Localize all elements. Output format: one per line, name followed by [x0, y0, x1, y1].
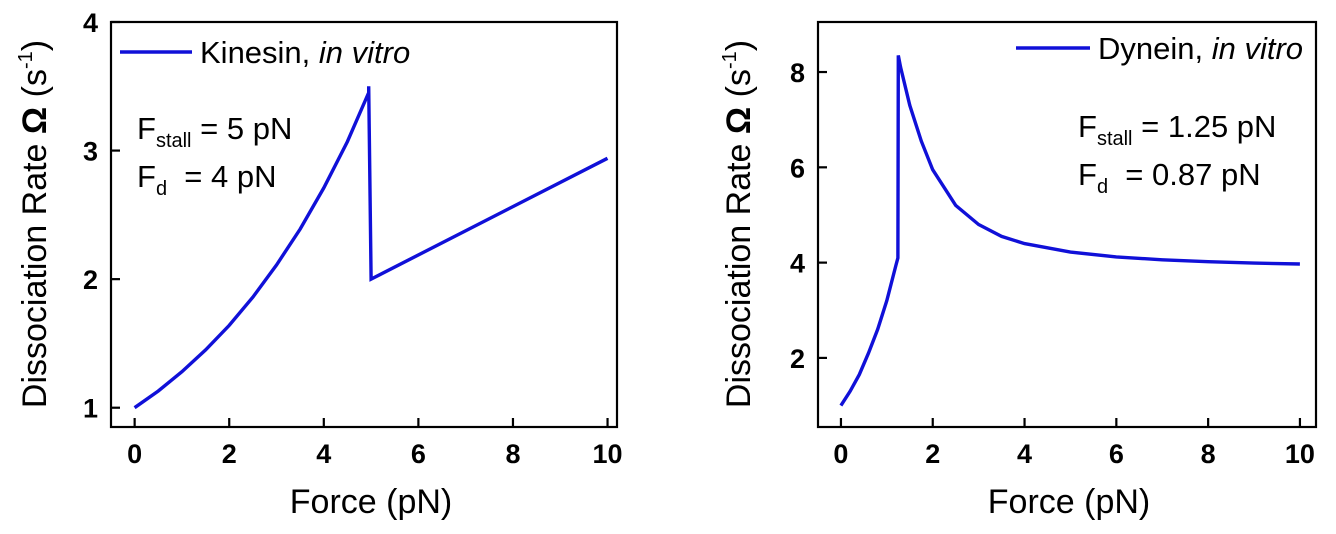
kinesin-plot-frame [109, 20, 619, 429]
kinesin-y-tick-label: 1 [83, 394, 98, 424]
kinesin-fstall-annotation: Fstall = 5 pN [137, 111, 292, 152]
dynein-y-tick-label: 2 [790, 344, 805, 374]
dynein-y-tick-label: 8 [790, 58, 805, 88]
dynein-x-tick-label: 4 [1017, 439, 1032, 469]
kinesin-y-tick-label: 3 [83, 137, 98, 167]
dynein-x-tick-label: 0 [833, 439, 848, 469]
dynein-legend-label: Dynein, in vitro [1098, 31, 1303, 66]
dynein-y-axis-label: Dissociation Rate Ω (s-1) [719, 40, 758, 408]
kinesin-y-tick-label: 4 [83, 8, 98, 38]
kinesin-y-tick-label: 2 [83, 265, 98, 295]
kinesin-x-tick-label: 4 [316, 439, 331, 469]
kinesin-fd-annotation: Fd = 4 pN [137, 159, 277, 200]
kinesin-series-line [133, 86, 609, 410]
dynein-plot-frame [816, 20, 1318, 429]
kinesin-x-tick-label: 2 [222, 439, 237, 469]
kinesin-x-tick-label: 6 [411, 439, 426, 469]
dynein-x-tick-label: 8 [1201, 439, 1216, 469]
kinesin-legend-label: Kinesin, in vitro [200, 35, 410, 70]
dynein-ticks: 0 2 4 6 8 10 2 4 6 8 [790, 58, 1315, 469]
dynein-fd-annotation: Fd = 0.87 pN [1078, 157, 1261, 198]
kinesin-x-axis-label: Force (pN) [290, 483, 452, 521]
kinesin-y-axis-label: Dissociation Rate Ω (s-1) [15, 40, 54, 408]
dynein-series-line [839, 55, 1300, 407]
dynein-x-tick-label: 10 [1285, 439, 1315, 469]
dynein-y-tick-label: 6 [790, 153, 805, 183]
kinesin-x-tick-label: 8 [505, 439, 520, 469]
dynein-x-tick-label: 6 [1109, 439, 1124, 469]
dynein-y-tick-label: 4 [790, 249, 805, 279]
kinesin-x-tick-label: 10 [593, 439, 623, 469]
dynein-fstall-annotation: Fstall = 1.25 pN [1078, 109, 1276, 150]
dynein-chart: 0 2 4 6 8 10 2 4 6 8 Dynein, in vitro Fstall = 1.… [719, 20, 1318, 521]
dynein-x-axis-label: Force (pN) [988, 483, 1150, 521]
dynein-x-tick-label: 2 [925, 439, 940, 469]
kinesin-x-tick-label: 0 [127, 439, 142, 469]
